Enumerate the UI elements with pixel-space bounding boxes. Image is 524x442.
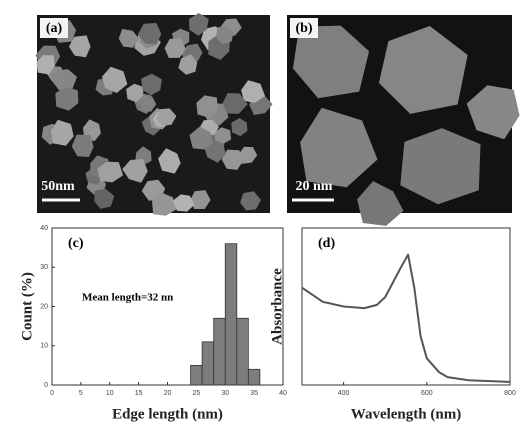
figure: (a) 50nm (b) 20 nm 051015202530354001020… [0,0,524,442]
bar [191,365,203,385]
x-tick-label: 40 [279,390,287,397]
x-axis-label: Edge length (nm) [112,406,223,422]
y-axis-label: Absorbance [269,268,285,345]
scale-bar-label: 20 nm [296,179,333,194]
x-tick-label: 25 [192,390,200,397]
plot-frame [302,228,510,385]
spectrum-line [302,255,510,382]
y-tick-label: 40 [40,225,48,232]
x-tick-label: 35 [250,390,258,397]
bar [214,318,226,385]
bar [202,342,214,385]
x-tick-label: 5 [79,390,83,397]
panel-label: (b) [295,21,312,36]
bar [225,244,237,385]
x-tick-label: 400 [338,390,350,397]
panel-label: (a) [46,21,63,36]
panel-label: (d) [318,236,335,251]
y-axis-label: Count (%) [19,272,35,341]
panel-label: (c) [68,236,84,251]
bar [248,369,260,385]
x-tick-label: 20 [164,390,172,397]
y-tick-label: 20 [40,303,48,310]
x-tick-label: 15 [135,390,143,397]
x-axis-label: Wavelength (nm) [351,406,461,422]
x-tick-label: 30 [221,390,229,397]
x-tick-label: 600 [421,390,433,397]
scale-bar-label: 50nm [41,179,75,194]
bar [237,318,249,385]
y-tick-label: 10 [40,343,48,350]
x-tick-label: 10 [106,390,114,397]
x-tick-label: 0 [50,390,54,397]
y-tick-label: 0 [44,382,48,389]
y-tick-label: 30 [40,264,48,271]
x-tick-label: 800 [504,390,516,397]
annotation: Mean length=32 nn [82,292,173,304]
